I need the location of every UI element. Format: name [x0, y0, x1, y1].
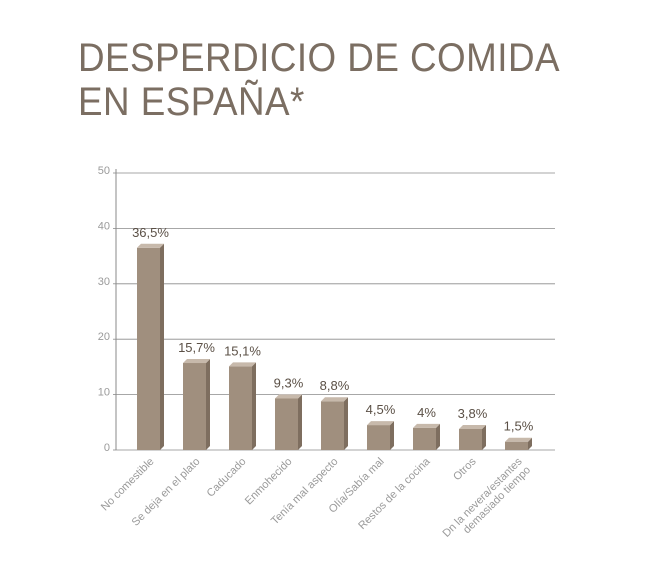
bar-top	[321, 397, 348, 402]
bar	[137, 243, 164, 450]
bar-side	[390, 421, 394, 450]
value-label: 8,8%	[320, 378, 350, 393]
bar-side	[528, 437, 532, 450]
bar-side	[436, 423, 440, 450]
value-label: 15,7%	[178, 340, 215, 355]
bar-side	[206, 359, 210, 450]
bar-side	[344, 397, 348, 450]
bar-front	[413, 427, 436, 450]
bar-front	[505, 441, 528, 450]
y-tick-label: 30	[98, 276, 110, 288]
chart-title: DESPERDICIO DE COMIDA EN ESPAÑA*	[78, 36, 560, 124]
bar-top	[459, 424, 486, 429]
bar-side	[160, 243, 164, 450]
bar-top	[367, 421, 394, 426]
category-label: Otros	[451, 455, 479, 483]
bar-front	[275, 398, 298, 450]
bar	[367, 421, 394, 450]
bar	[505, 437, 532, 450]
bar-side	[252, 362, 256, 450]
bar	[459, 424, 486, 450]
bar	[321, 397, 348, 450]
value-label: 36,5%	[132, 225, 169, 240]
bar-front	[321, 401, 344, 450]
y-tick-label: 10	[98, 387, 110, 399]
bar-top	[183, 359, 210, 364]
bar	[413, 423, 440, 450]
y-tick-label: 40	[98, 220, 110, 232]
y-tick-label: 50	[98, 165, 110, 177]
category-label: Caducado	[205, 456, 249, 500]
bars	[137, 243, 532, 450]
bar	[229, 362, 256, 450]
bar-top	[413, 423, 440, 428]
chart-title-line-1: DESPERDICIO DE COMIDA	[78, 36, 560, 80]
bar-side	[298, 394, 302, 450]
bar-front	[229, 366, 252, 450]
value-labels: 36,5% 15,7% 15,1% 9,3% 8,8% 4,5% 4% 3,8% 1,5%	[132, 225, 534, 434]
category-label-line: Dn la nevera/estantes	[440, 455, 525, 540]
bar-front	[459, 428, 482, 450]
bar-top	[229, 362, 256, 367]
y-tick-label: 0	[104, 442, 110, 454]
chart-title-line-2: EN ESPAÑA*	[78, 80, 305, 124]
bar-top	[505, 437, 532, 442]
y-axis: 0 10 20 30 40 50	[98, 165, 117, 454]
category-label: Dn la nevera/estantesdemasiado tiempo	[440, 455, 533, 548]
bar-top	[275, 394, 302, 399]
category-label-line: Otros	[451, 455, 479, 483]
bar-side	[482, 424, 486, 450]
value-label: 3,8%	[458, 406, 488, 421]
value-label: 9,3%	[274, 375, 304, 390]
bar-top	[137, 243, 164, 248]
bar-front	[137, 247, 160, 450]
value-label: 1,5%	[504, 419, 534, 434]
value-label: 4%	[417, 405, 436, 420]
y-tick-label: 20	[98, 331, 110, 343]
value-label: 4,5%	[366, 402, 396, 417]
bar	[183, 359, 210, 450]
bar-front	[183, 363, 206, 450]
bar	[275, 394, 302, 450]
category-label-line: Caducado	[205, 456, 249, 500]
value-label: 15,1%	[224, 343, 261, 358]
bar-front	[367, 425, 390, 450]
